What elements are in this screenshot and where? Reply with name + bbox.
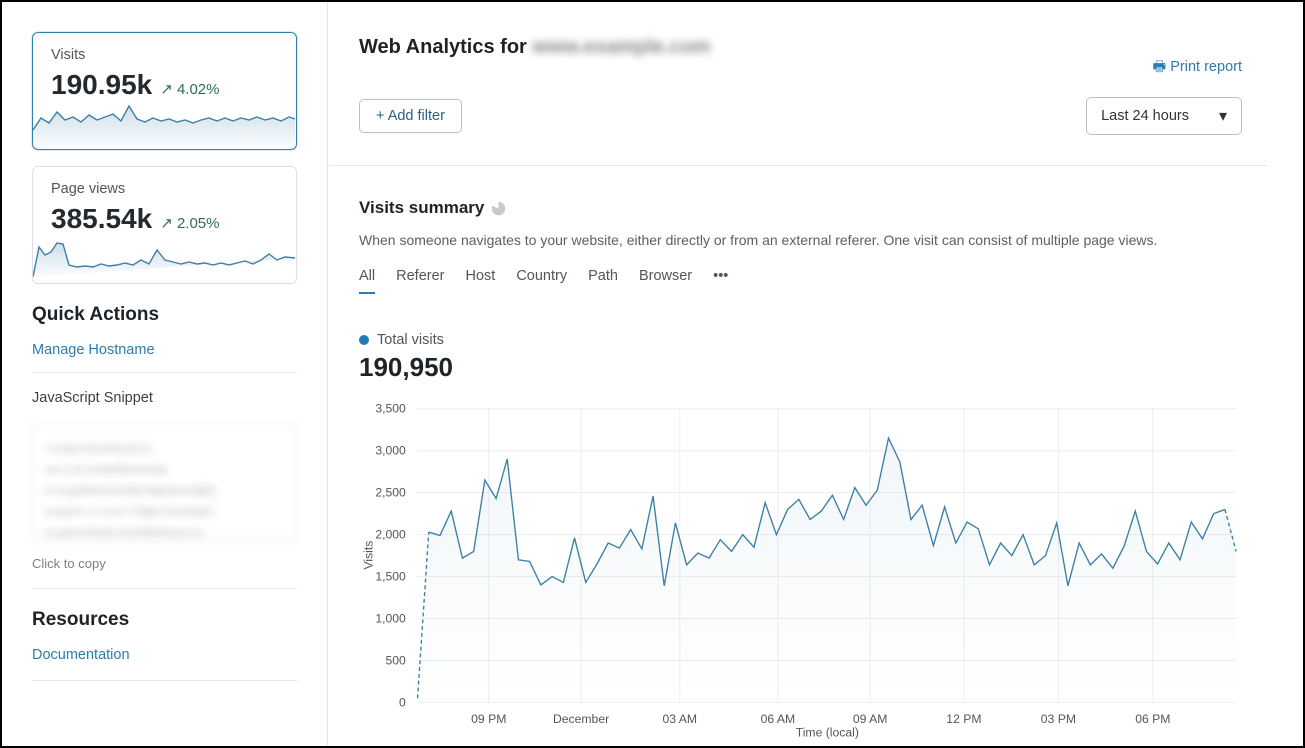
svg-text:2,500: 2,500: [375, 486, 406, 500]
svg-text:06 AM: 06 AM: [761, 712, 796, 726]
svg-text:Visits: Visits: [362, 541, 376, 570]
svg-text:12 PM: 12 PM: [946, 712, 981, 726]
svg-text:3,000: 3,000: [375, 444, 406, 458]
svg-text:09 PM: 09 PM: [471, 712, 506, 726]
svg-text:03 AM: 03 AM: [663, 712, 698, 726]
svg-text:0: 0: [399, 695, 406, 709]
svg-text:1,500: 1,500: [375, 569, 406, 583]
svg-text:500: 500: [385, 653, 406, 667]
svg-text:1,000: 1,000: [375, 611, 406, 625]
svg-text:Time (local): Time (local): [796, 726, 859, 740]
svg-text:03 PM: 03 PM: [1041, 712, 1076, 726]
svg-text:06 PM: 06 PM: [1135, 712, 1170, 726]
svg-text:2,000: 2,000: [375, 528, 406, 542]
svg-text:3,500: 3,500: [375, 402, 406, 416]
svg-text:09 AM: 09 AM: [853, 712, 888, 726]
svg-text:December: December: [553, 712, 609, 726]
